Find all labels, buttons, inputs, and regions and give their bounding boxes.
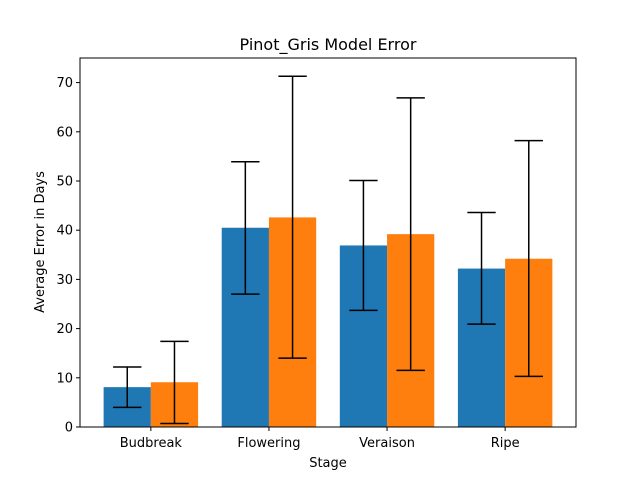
x-axis: Budbreak Flowering Veraison Ripe [120,427,520,451]
errorbar-series2-ripe [514,139,543,378]
errorbar-series1-veraison [349,179,378,312]
bars-group [103,217,553,427]
chart-title: Pinot_Gris Model Error [240,35,417,55]
x-tick-label-ripe: Ripe [491,436,520,451]
errorbars-group [113,75,543,425]
y-tick-label: 30 [56,273,73,288]
plot-frame [79,57,577,428]
y-tick-label: 20 [56,322,73,337]
y-tick-label: 60 [56,125,73,140]
errorbar-series1-budbreak [113,366,142,409]
y-tick-label: 10 [56,371,73,386]
errorbar-series2-flowering [278,75,307,359]
y-axis: 0 10 20 30 40 50 60 70 [56,76,80,436]
y-tick-label: 0 [65,421,73,436]
x-tick-label-flowering: Flowering [237,436,300,451]
y-axis-label: Average Error in Days [33,171,48,313]
y-tick-label: 70 [56,76,73,91]
errorbar-series1-flowering [231,161,260,295]
x-tick-label-veraison: Veraison [359,436,415,451]
x-axis-label: Stage [309,456,347,471]
errorbar-series2-budbreak [160,340,189,425]
errorbar-series1-ripe [467,211,496,325]
errorbar-series2-veraison [396,97,425,372]
y-tick-label: 40 [56,224,73,239]
y-tick-label: 50 [56,175,73,190]
x-tick-label-budbreak: Budbreak [120,436,183,451]
